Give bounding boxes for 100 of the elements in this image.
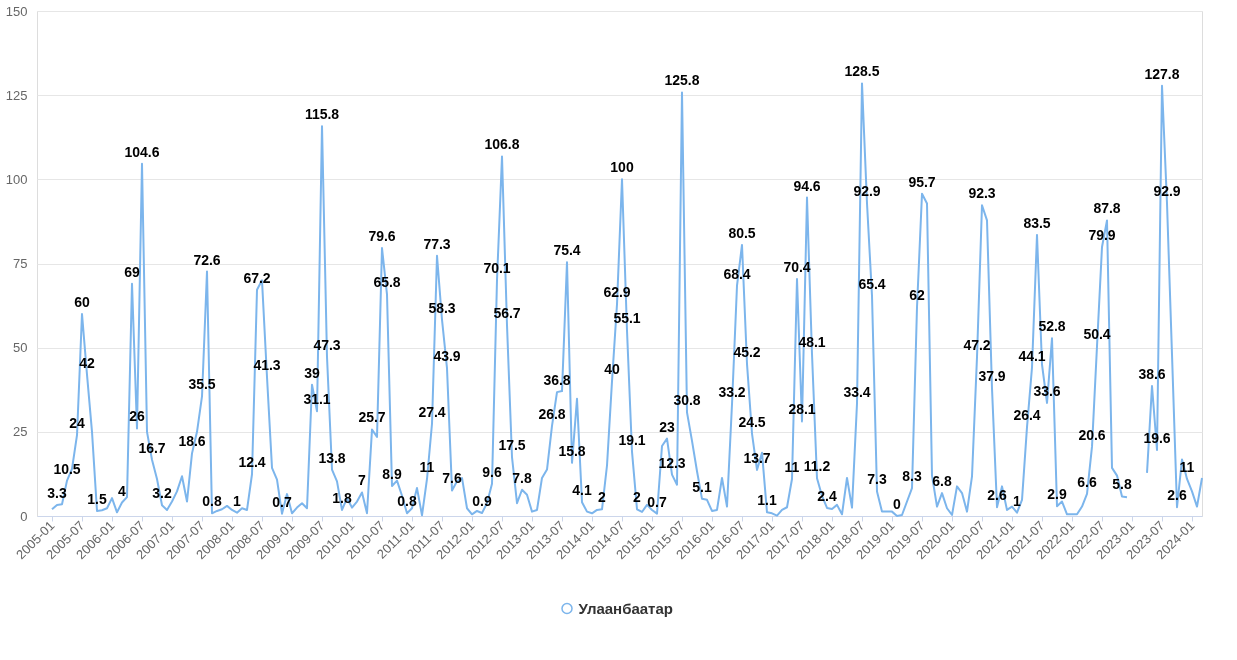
data-label: 50.4 [1083, 326, 1111, 343]
legend-label: Улаанбаатар [578, 599, 673, 617]
data-label: 7 [358, 472, 367, 489]
data-label: 11 [784, 458, 800, 475]
data-label: 47.3 [313, 336, 341, 353]
data-label: 35.5 [188, 376, 216, 393]
data-label: 5.1 [692, 478, 712, 495]
data-label: 9.6 [482, 463, 502, 480]
data-label: 2.6 [987, 487, 1007, 504]
data-label: 7.3 [867, 471, 887, 488]
data-label: 20.6 [1078, 426, 1106, 443]
data-label: 8.9 [382, 466, 402, 483]
data-label: 31.1 [303, 391, 331, 408]
data-label: 36.8 [543, 372, 571, 389]
data-label: 56.7 [493, 305, 521, 322]
data-label: 19.6 [1143, 430, 1171, 447]
data-label: 18.6 [178, 433, 206, 450]
data-label: 26.4 [1013, 407, 1041, 424]
data-label: 2 [633, 489, 642, 506]
data-label: 65.4 [858, 275, 886, 292]
data-label: 55.1 [613, 310, 641, 327]
data-label: 65.8 [373, 274, 401, 291]
data-label: 100 [610, 159, 634, 176]
data-label: 106.8 [484, 136, 520, 153]
data-label: 3.3 [47, 484, 67, 501]
y-tick-label: 125 [5, 87, 28, 103]
data-label: 42 [79, 354, 95, 371]
data-label: 0 [893, 496, 902, 512]
data-label: 68.4 [723, 265, 751, 282]
data-label: 69 [124, 263, 140, 280]
data-label: 1.8 [332, 489, 352, 506]
data-label: 4.1 [572, 482, 592, 499]
data-label: 11.2 [803, 458, 831, 475]
data-label: 2.9 [1047, 486, 1067, 503]
data-label: 28.1 [788, 401, 816, 418]
data-label: 128.5 [844, 63, 880, 80]
data-label: 39 [304, 364, 320, 381]
data-label: 0.7 [272, 493, 292, 510]
y-tick-label: 150 [5, 3, 28, 19]
data-label: 19.1 [618, 431, 646, 448]
data-label: 79.6 [368, 228, 396, 245]
data-label: 1.1 [757, 492, 777, 509]
data-label: 80.5 [728, 224, 756, 241]
data-label: 127.8 [1144, 65, 1180, 82]
data-label: 125.8 [664, 72, 700, 89]
data-label: 2.6 [1167, 487, 1187, 504]
data-label: 26 [129, 408, 145, 425]
data-label: 94.6 [793, 177, 821, 194]
data-label: 7.8 [512, 469, 532, 486]
data-label: 23 [659, 418, 675, 435]
data-label: 33.6 [1033, 382, 1061, 399]
data-label: 67.2 [243, 269, 271, 286]
data-label: 79.9 [1088, 227, 1116, 243]
data-label: 30.8 [673, 392, 701, 409]
data-label: 4 [118, 482, 127, 499]
data-label: 6.8 [932, 473, 952, 490]
data-label: 45.2 [733, 343, 761, 360]
data-label: 6.6 [1077, 473, 1097, 490]
data-label: 72.6 [193, 251, 221, 268]
data-label: 2 [598, 489, 607, 506]
data-label: 104.6 [124, 143, 160, 160]
data-label: 2.4 [817, 487, 837, 504]
data-label: 11 [419, 458, 435, 475]
data-label: 1 [233, 492, 242, 509]
data-label: 8.3 [902, 468, 922, 485]
data-label: 52.8 [1038, 318, 1066, 335]
data-label: 0.8 [202, 493, 222, 510]
y-tick-label: 0 [20, 508, 28, 524]
data-label: 5.8 [1112, 476, 1132, 493]
data-label: 95.7 [908, 173, 936, 190]
data-label: 25.7 [358, 409, 386, 426]
data-label: 115.8 [304, 106, 340, 123]
y-tick-label: 25 [13, 424, 28, 440]
data-label: 33.2 [718, 384, 746, 401]
data-label: 12.4 [238, 454, 266, 471]
data-label: 26.8 [538, 405, 566, 422]
data-label: 92.3 [968, 185, 996, 202]
data-label: 15.8 [558, 442, 586, 459]
y-tick-label: 50 [13, 340, 28, 356]
data-label: 83.5 [1023, 214, 1051, 231]
data-label: 7.6 [442, 470, 462, 487]
data-label: 70.1 [483, 260, 511, 276]
data-label: 77.3 [423, 235, 451, 252]
data-label: 24.5 [738, 413, 766, 430]
data-label: 75.4 [553, 242, 581, 259]
data-label: 27.4 [418, 403, 446, 420]
data-label: 3.2 [152, 485, 172, 502]
data-label: 92.9 [1153, 183, 1181, 200]
data-label: 0.7 [647, 493, 667, 510]
data-label: 13.8 [318, 449, 346, 466]
data-label: 37.9 [978, 368, 1006, 385]
data-label: 70.4 [783, 258, 811, 275]
data-label: 41.3 [253, 356, 281, 373]
data-label: 44.1 [1018, 347, 1046, 364]
data-label: 24 [69, 415, 85, 432]
data-label: 43.9 [433, 348, 461, 365]
data-label: 33.4 [843, 383, 871, 400]
data-label: 40 [604, 361, 620, 378]
data-label: 58.3 [428, 299, 456, 316]
data-label: 1.5 [87, 490, 107, 507]
